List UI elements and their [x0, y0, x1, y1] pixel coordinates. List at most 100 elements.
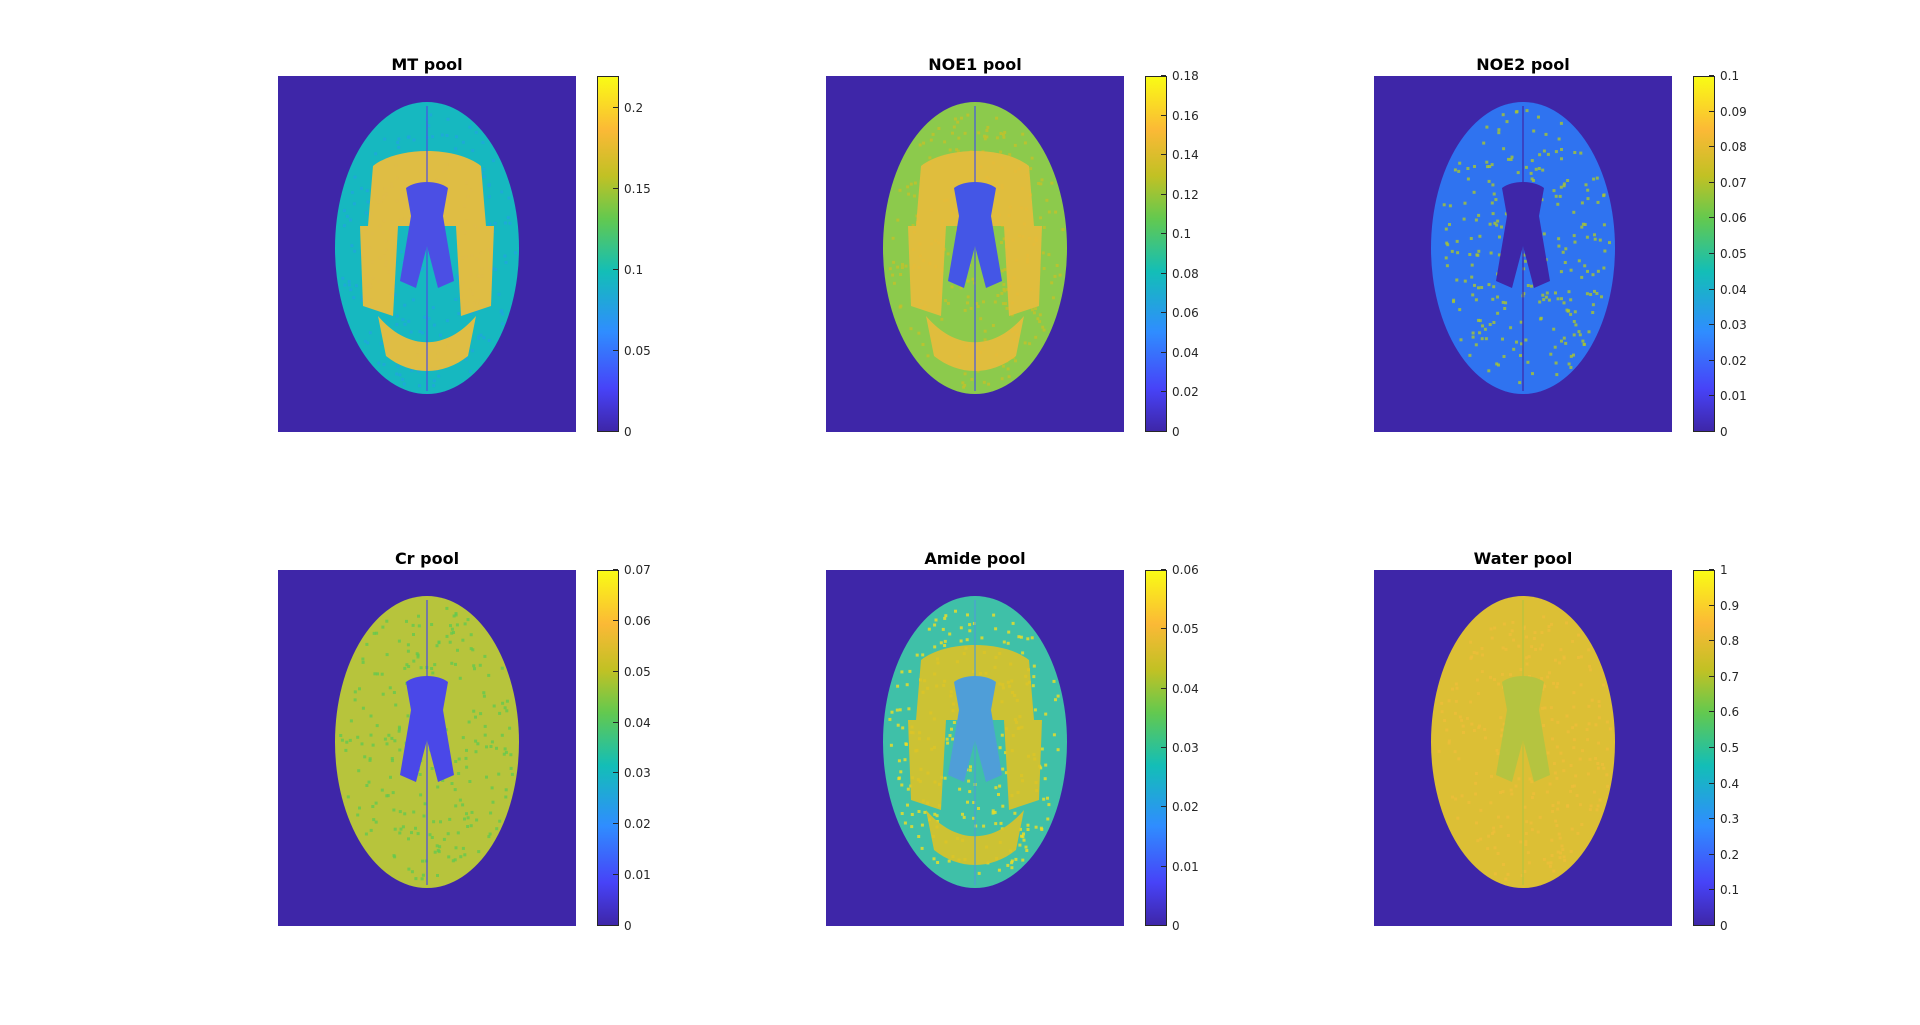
texture-pixel [933, 623, 937, 627]
texture-pixel [968, 768, 972, 772]
texture-pixel [410, 831, 413, 835]
texture-pixel [1500, 225, 1503, 229]
texture-pixel [1569, 764, 1573, 767]
texture-pixel [1569, 298, 1573, 302]
texture-pixel [1552, 869, 1556, 873]
texture-pixel [1591, 303, 1595, 307]
colorbar-tick-text: 0 [1172, 919, 1180, 933]
panel-cr-pool: Cr pool 0 0.01 0.02 0.03 0.04 0.05 0.06 0.07 [278, 549, 718, 969]
texture-pixel [1491, 212, 1495, 216]
texture-pixel [1569, 312, 1573, 316]
texture-pixel [392, 854, 396, 858]
texture-pixel [1004, 302, 1007, 306]
texture-pixel [941, 627, 945, 631]
white-matter-region [456, 226, 494, 316]
texture-pixel [1495, 748, 1499, 752]
colorbar-tick-text: 0.02 [1172, 385, 1199, 400]
colorbar-tick-label: 0 [613, 426, 632, 438]
texture-pixel [1530, 177, 1534, 181]
colorbar-tick-text: 0.6 [1720, 705, 1740, 720]
texture-pixel [395, 372, 399, 376]
texture-pixel [966, 613, 969, 617]
texture-pixel [1459, 338, 1463, 342]
texture-pixel [888, 267, 892, 271]
texture-pixel [454, 662, 457, 666]
texture-pixel [1491, 183, 1495, 187]
texture-pixel [358, 806, 361, 810]
texture-pixel [1563, 858, 1567, 862]
texture-pixel [929, 138, 933, 142]
colorbar-tick-text: 0.18 [1172, 69, 1199, 83]
texture-pixel [1545, 291, 1549, 295]
texture-pixel [1586, 738, 1590, 742]
texture-pixel [1052, 679, 1056, 683]
texture-pixel [374, 152, 378, 156]
texture-pixel [897, 759, 901, 763]
texture-pixel [1029, 167, 1033, 171]
texture-pixel [342, 209, 346, 213]
texture-pixel [1542, 683, 1546, 687]
colorbar-tick-text: 1 [1720, 563, 1728, 577]
texture-pixel [1514, 784, 1518, 788]
texture-pixel [445, 319, 449, 323]
texture-pixel [975, 302, 979, 305]
colorbar-tick-text: 0.05 [624, 344, 651, 359]
texture-pixel [375, 631, 379, 635]
colorbar-ticks: 0 0.01 0.02 0.03 0.04 0.05 0.06 0.07 [613, 564, 709, 932]
texture-pixel [1471, 293, 1475, 297]
texture-pixel [1551, 804, 1555, 807]
texture-pixel [944, 614, 948, 618]
texture-pixel [1006, 641, 1010, 645]
texture-pixel [405, 663, 409, 667]
texture-pixel [431, 306, 435, 310]
texture-pixel [385, 794, 389, 798]
texture-pixel [366, 341, 370, 345]
texture-pixel [439, 333, 442, 337]
texture-pixel [1445, 264, 1449, 268]
texture-pixel [939, 641, 943, 645]
texture-pixel [1003, 130, 1007, 134]
texture-pixel [1501, 113, 1505, 117]
texture-pixel [387, 733, 391, 737]
texture-pixel [1588, 668, 1592, 672]
texture-pixel [474, 750, 478, 754]
texture-pixel [1478, 234, 1482, 238]
texture-pixel [1500, 734, 1504, 738]
texture-pixel [1572, 210, 1576, 214]
texture-pixel [1546, 675, 1550, 679]
texture-pixel [430, 623, 434, 626]
colorbar-tick-label: 0.01 [1161, 861, 1199, 873]
texture-pixel [1477, 249, 1481, 253]
texture-pixel [371, 743, 375, 747]
texture-pixel [962, 385, 966, 389]
texture-pixel [421, 331, 425, 335]
texture-pixel [1497, 363, 1500, 367]
texture-pixel [1592, 790, 1596, 794]
texture-pixel [465, 748, 468, 752]
texture-pixel [966, 295, 970, 299]
texture-pixel [1586, 197, 1590, 201]
texture-pixel [482, 336, 486, 340]
texture-pixel [483, 724, 487, 728]
texture-pixel [1481, 324, 1484, 328]
texture-pixel [1000, 241, 1003, 245]
texture-pixel [399, 827, 403, 831]
texture-pixel [1509, 673, 1512, 677]
texture-pixel [398, 727, 401, 731]
texture-pixel [996, 294, 1000, 297]
texture-pixel [904, 264, 908, 268]
texture-pixel [498, 711, 502, 715]
texture-pixel [345, 740, 349, 744]
texture-pixel [393, 827, 397, 831]
colorbar-tick-label: 0.18 [1161, 69, 1199, 83]
texture-pixel [993, 810, 997, 814]
texture-pixel [943, 140, 947, 144]
texture-pixel [1488, 323, 1492, 326]
colorbar-tick-text: 0.04 [624, 715, 651, 730]
texture-pixel [466, 825, 470, 828]
texture-pixel [1499, 791, 1502, 794]
texture-pixel [905, 683, 909, 687]
texture-pixel [504, 795, 508, 799]
texture-pixel [454, 298, 458, 301]
texture-pixel [454, 846, 458, 850]
